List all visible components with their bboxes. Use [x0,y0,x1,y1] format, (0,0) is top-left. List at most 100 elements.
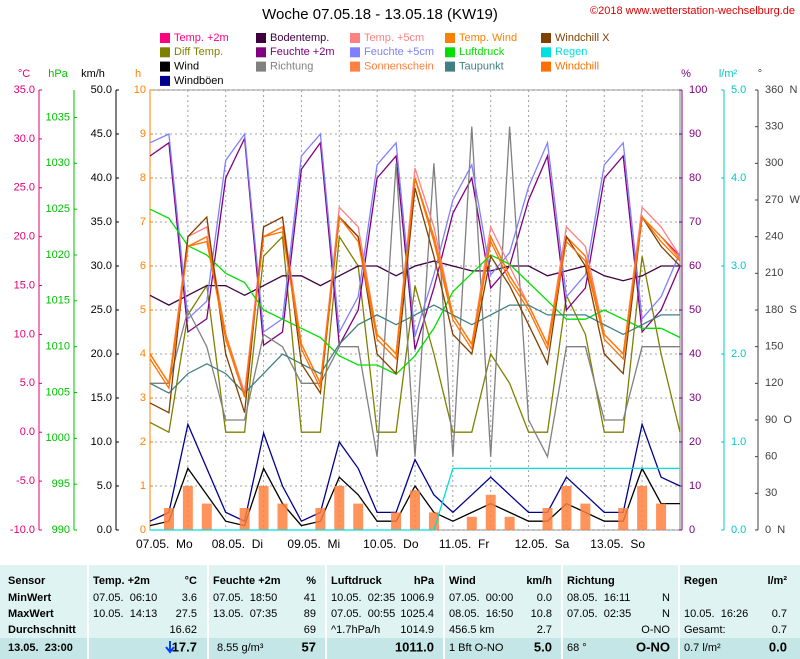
table-cell: 10.8 [531,608,552,620]
y-tick-label: 1030 [46,157,70,169]
table-cell: 0.7 l/m² [684,642,721,654]
y-tick-label: 40 [689,348,701,360]
y-tick-label: 30 [689,392,701,404]
y-tick-label: 5.0 [20,377,35,389]
table-header: km/h [526,575,552,587]
axis-unit: hPa [48,68,68,80]
sunshine-bar [504,516,515,530]
table-header: Feuchte +2m [213,575,281,587]
table-cell: 1025.4 [400,608,434,620]
y-tick-label: 60 [689,260,701,272]
legend-label: Bodentemp. [270,32,329,44]
table-cell: 13.05. 07:35 [213,608,277,620]
legend-label: Windböen [174,75,224,87]
table-cell: 1011.0 [395,639,434,654]
table-header: l/m² [767,575,787,587]
legend-swatch [541,61,551,72]
axis-unit: % [681,68,691,80]
y-tick-label: 1.0 [731,436,746,448]
table-header: % [306,575,316,587]
legend-label: Regen [555,46,587,58]
y-tick-label: 7 [140,216,146,228]
y-tick-label: 1020 [46,249,70,261]
legend-swatch [541,33,551,43]
sunshine-bar [410,490,420,530]
table-header: Richtung [567,575,615,587]
legend-swatch [350,33,360,43]
x-tick-label: 11.05. Fr [439,537,489,551]
table-separators [87,565,680,659]
y-tick-label: 30 [765,487,777,499]
y-tick-label: 10.0 [14,328,35,340]
y-tick-label: 990 [52,524,70,536]
table-cell: 3.6 [182,592,197,604]
series-line [149,187,681,414]
table-cell: 456.5 km [449,624,494,636]
y-tick-label: 4.0 [731,172,746,184]
legend-label: Temp. Wind [459,32,517,44]
table-cell: 5.0 [534,639,552,654]
table-cell: Durchschnitt [8,624,76,636]
table-cell: 07.05. 18:50 [213,592,277,604]
series-line [149,304,680,395]
y-tick-label: 25.0 [14,182,35,194]
legend-label: Wind [174,61,199,73]
y-tick-label: 3.0 [731,260,746,272]
sunshine-bar [315,508,326,530]
table-cell: MinWert [8,592,52,604]
y-tick-label: 3 [140,392,146,404]
table-cell: 0.0 [769,639,787,654]
table-header: Regen [684,575,718,587]
table-cell: 0.7 [772,608,787,620]
series-line [149,260,680,306]
y-tick-label: 45.0 [91,128,112,140]
table-cell: 16.62 [169,624,197,636]
sunshine-bar [580,503,591,530]
series-line [149,177,681,398]
sunshine-bar [618,508,629,530]
axis-unit: h [135,68,141,80]
legend-swatch [445,61,455,72]
legend-label: Richtung [270,61,313,73]
y-tick-label: 0 [140,524,146,536]
y-tick-label: 10.0 [91,436,112,448]
y-tick-label: 270 W [765,194,800,206]
table-cell: N [662,592,670,604]
sunshine-bar [428,512,439,530]
table-cell: 08.05. 16:50 [449,608,513,620]
legend-swatch [160,75,170,86]
y-tick-label: 995 [52,478,70,490]
table-header: Sensor [8,575,46,587]
x-tick-label: 07.05. Mo [136,537,193,551]
x-tick-label: 10.05. Do [363,537,419,551]
y-tick-label: 70 [689,216,701,228]
sunshine-bar [637,486,648,530]
legend-swatch [256,33,266,43]
y-tick-label: 80 [689,172,701,184]
y-tick-label: 2.0 [731,348,746,360]
y-tick-label: 100 [689,84,707,96]
x-tick-label: 13.05. So [590,537,645,551]
y-tick-label: -10.0 [10,524,35,536]
y-tick-label: 35.0 [14,84,35,96]
table-cell: 07.05. 06:10 [93,592,157,604]
legend-swatch [445,47,455,58]
sunshine-bar [485,494,496,530]
table-header: Temp. +2m [93,575,150,587]
y-tick-label: 210 [765,267,783,279]
sunshine-bar [277,503,288,530]
y-tick-label: -5.0 [16,475,35,487]
x-tick-label: 09.05. Mi [287,537,340,551]
table-cell: 27.5 [176,608,197,620]
y-tick-label: 360 N [765,84,797,96]
sunshine-bar [391,512,402,530]
table-cell: 07.05. 02:35 [567,608,631,620]
sunshine-bar [258,486,269,530]
y-tick-label: 0.0 [97,524,112,536]
y-tick-label: 300 [765,157,783,169]
y-tick-label: 35.0 [91,216,112,228]
series-line [149,135,681,350]
y-tick-label: 1000 [46,432,70,444]
y-tick-label: 0 N [765,524,785,536]
y-tick-label: 0 [689,524,695,536]
